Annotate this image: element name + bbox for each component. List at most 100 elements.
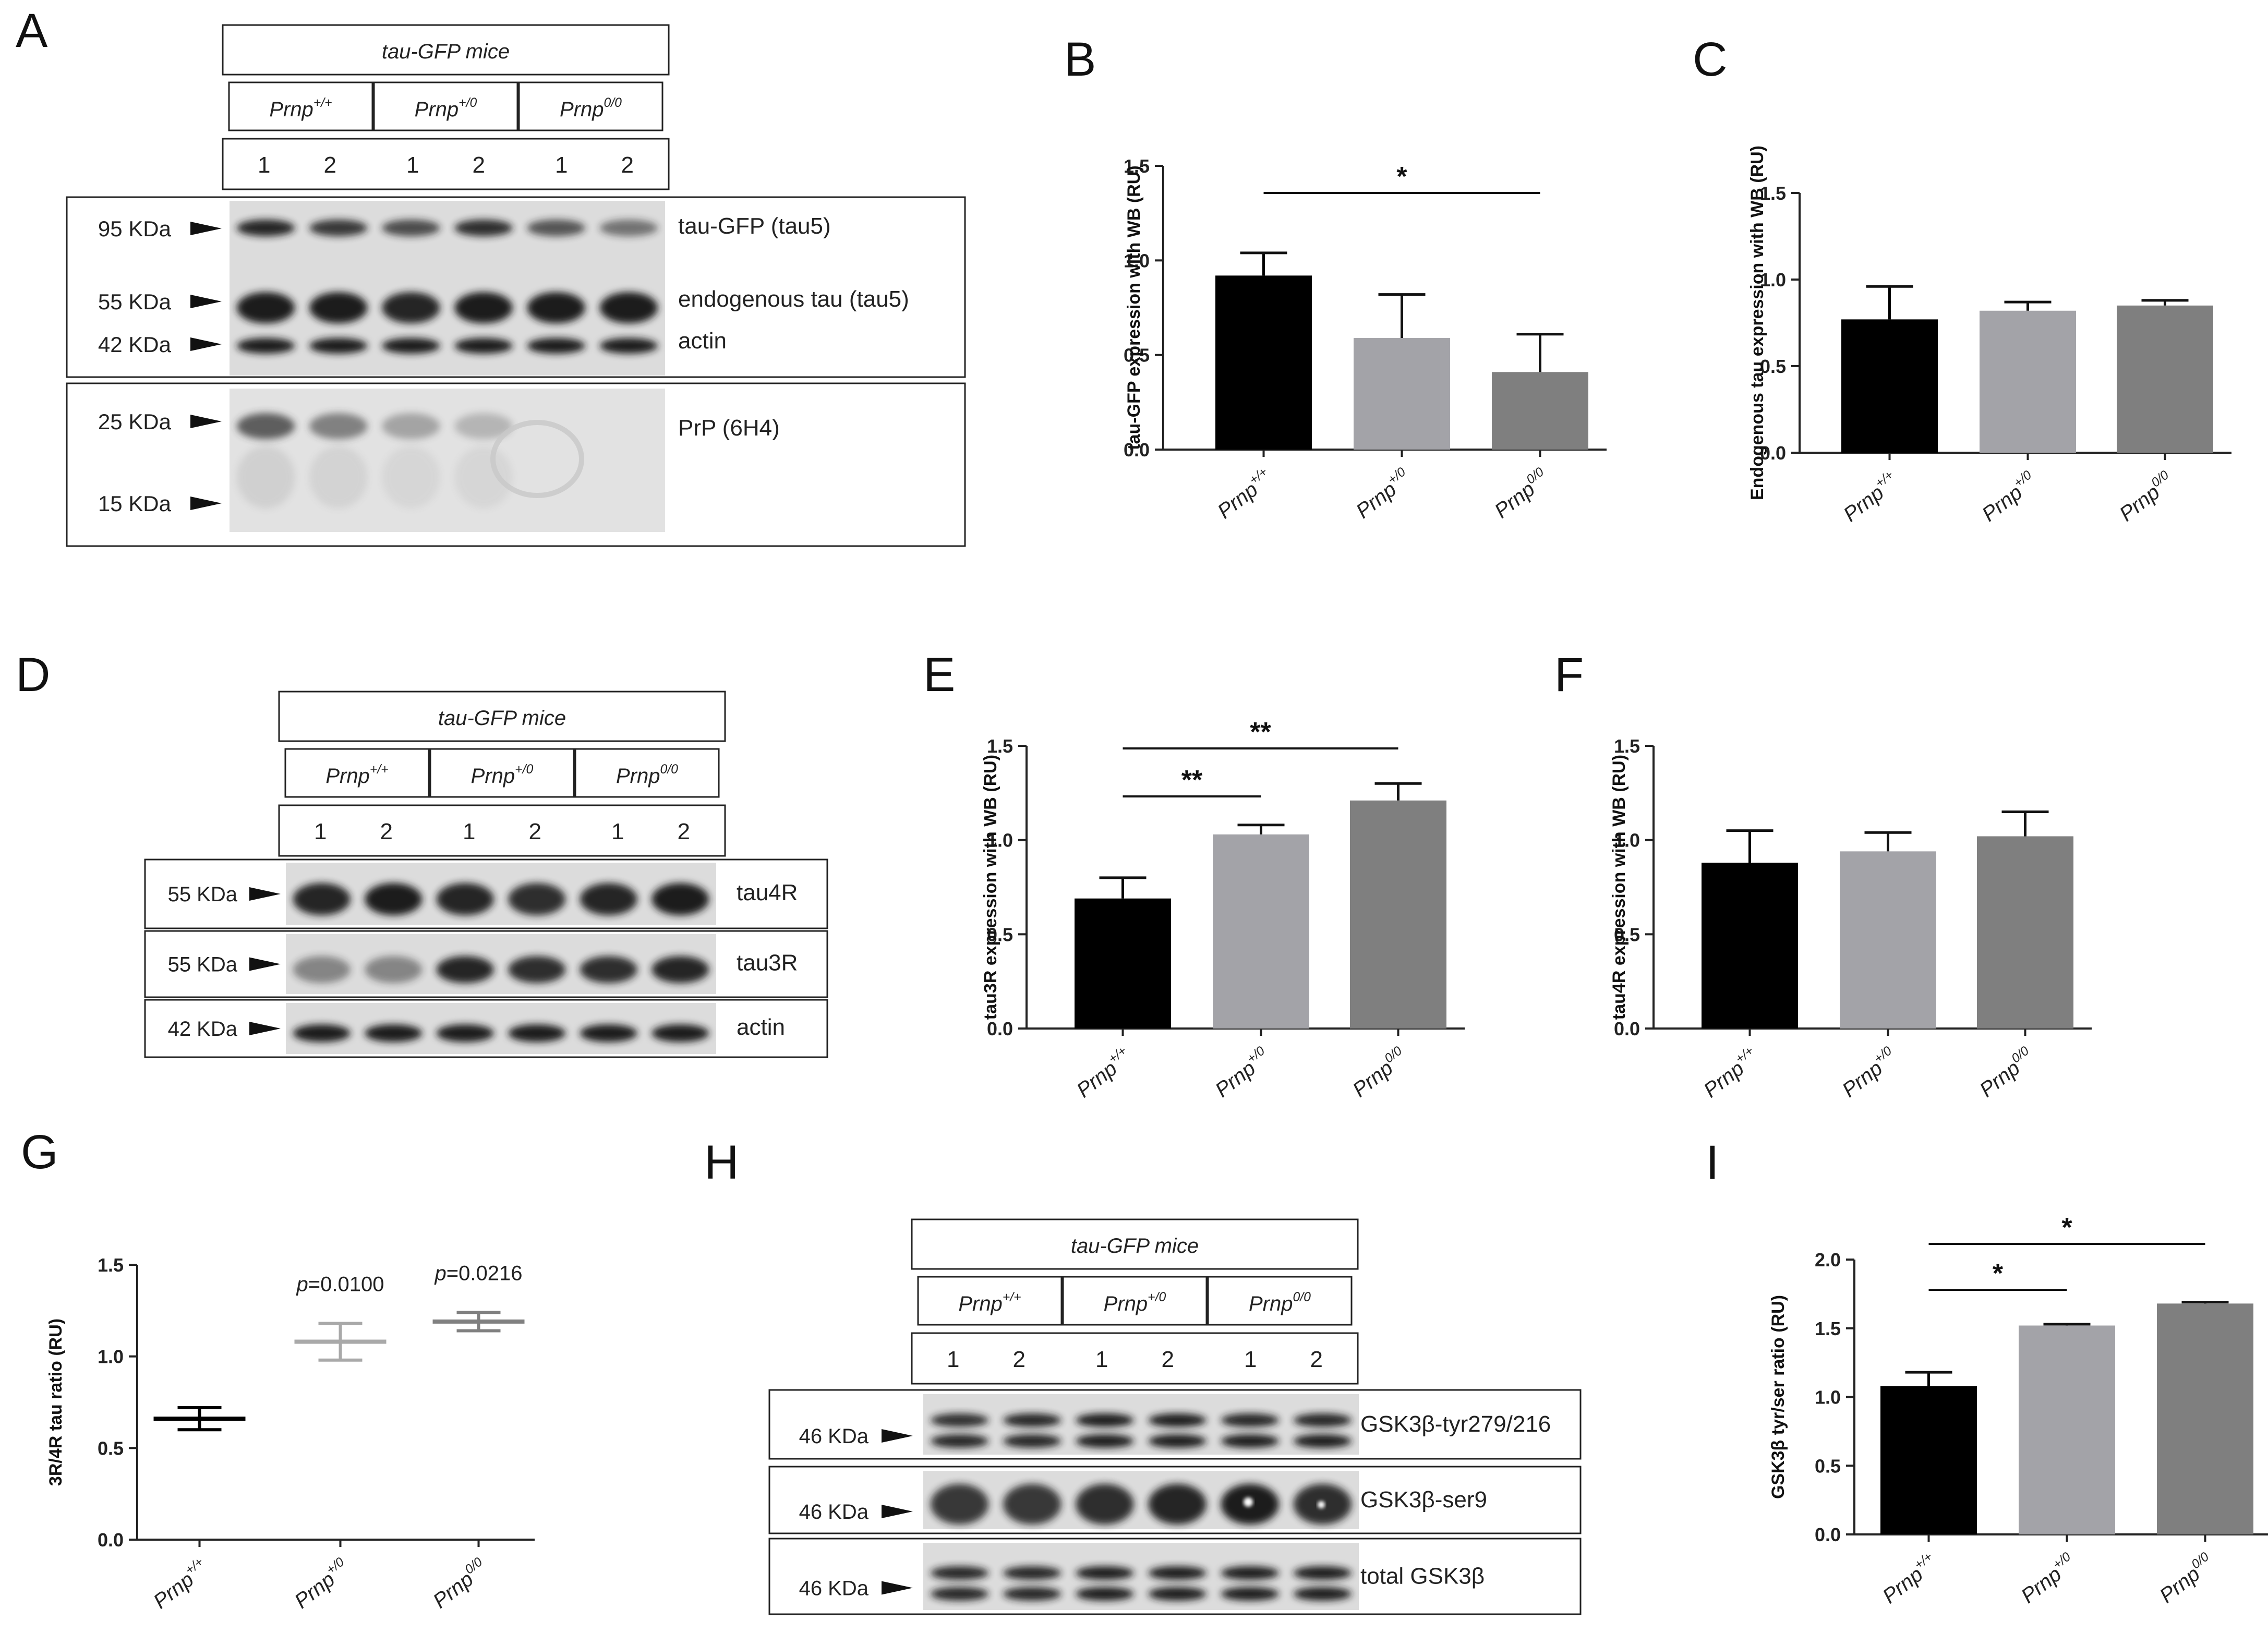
blot-band	[1076, 1484, 1134, 1525]
header-mice-label: tau-GFP mice	[438, 707, 566, 730]
blot-band	[1148, 1484, 1207, 1525]
genotype-label: Prnp+/0	[415, 96, 477, 121]
y-tick-label: 0.0	[1614, 1018, 1640, 1039]
blot-band	[236, 446, 295, 509]
lane-number: 2	[1013, 1347, 1026, 1372]
panel-label-H: H	[704, 1136, 739, 1189]
bar	[1492, 372, 1588, 450]
genotype-label: Prnp0/0	[1974, 1044, 2038, 1102]
marker-label: 42 KDa	[98, 332, 172, 357]
bar	[1841, 319, 1938, 453]
blot-band	[454, 338, 513, 354]
blot-band	[236, 220, 295, 236]
genotype-base: Prnp	[560, 98, 604, 121]
band-label: GSK3β-ser9	[1360, 1487, 1487, 1513]
blot-H-frame	[768, 1466, 1582, 1534]
blot-band	[1003, 1566, 1061, 1580]
p-value: =0.0216	[447, 1262, 523, 1285]
blot-A: 95 KDa 55 KDa 42 KDa tau-GFP (tau5) endogeno…	[66, 196, 966, 547]
header-box-genotype	[1062, 1276, 1208, 1326]
blot-band	[599, 292, 658, 323]
panel-label-D: D	[16, 648, 50, 701]
chart-I: 0.0 0.5 1.0 1.5 2.0 GSK3β tyr/ser ratio (RU) P…	[1768, 1213, 2268, 1608]
significance-label: **	[1250, 717, 1271, 747]
marker-label: 55 KDa	[168, 883, 238, 906]
header-box-lanes	[222, 138, 670, 190]
blot-artifact	[490, 420, 584, 498]
bar	[1840, 851, 1936, 1029]
blot-D-frame	[144, 999, 828, 1058]
genotype-label: Prnp0/0	[2154, 1550, 2218, 1607]
blot-band	[1221, 1587, 1279, 1601]
blot-strip	[230, 201, 665, 376]
blot-band	[293, 883, 351, 915]
marker-label: 55 KDa	[98, 289, 172, 314]
genotype-label: Prnp0/0	[428, 1555, 492, 1613]
y-tick-label: 1.5	[1760, 183, 1786, 204]
bar	[1354, 338, 1450, 450]
genotype-sup: +/0	[515, 763, 533, 777]
blot-strip	[923, 1471, 1359, 1529]
panel-label-E: E	[923, 648, 955, 701]
y-axis-label: tau3R expression with WB (RU)	[981, 755, 1000, 1020]
blot-band	[309, 446, 368, 509]
band-label: endogenous tau (tau5)	[678, 286, 909, 312]
header-box-genotype	[429, 748, 575, 798]
blot-strip	[286, 1003, 716, 1054]
blot-band	[436, 956, 494, 983]
y-tick-label: 1.0	[1760, 269, 1786, 291]
header-box-mice	[278, 691, 726, 742]
blot-D-frame	[144, 858, 828, 929]
y-tick-label: 1.5	[987, 735, 1013, 757]
blot-band	[454, 446, 513, 509]
blot-H: 46 KDa GSK3β-tyr279/216 46 KDa GSK3β-ser9 46…	[768, 1389, 1582, 1615]
blot-band	[508, 956, 566, 983]
blot-band	[236, 292, 295, 323]
blot-band	[580, 883, 637, 915]
genotype-label: Prnp0/0	[1249, 1290, 1311, 1315]
blot-band	[1076, 1566, 1134, 1580]
lane-number: 1	[314, 819, 327, 844]
lane-number: 2	[678, 819, 690, 844]
p-value: =0.0100	[308, 1273, 384, 1296]
band-label: GSK3β-tyr279/216	[1360, 1411, 1551, 1437]
blot-band	[930, 1434, 989, 1448]
header-mice-label: tau-GFP mice	[1071, 1235, 1199, 1257]
arrow-icon	[190, 497, 222, 510]
arrow-icon	[249, 957, 281, 971]
genotype-label: Prnp+/+	[958, 1290, 1021, 1315]
lane-number: 1	[1244, 1347, 1257, 1372]
lane-number: 1	[947, 1347, 959, 1372]
header-box-lanes	[278, 804, 726, 857]
y-tick-label: 1.0	[98, 1346, 124, 1368]
blot-band	[293, 1024, 351, 1042]
genotype-label: Prnp+/0	[1350, 465, 1415, 523]
panel-label-C: C	[1693, 33, 1727, 86]
band-label: PrP (6H4)	[678, 415, 780, 441]
genotype-base: Prnp	[1104, 1292, 1148, 1315]
blot-band	[930, 1566, 989, 1580]
arrow-icon	[190, 295, 222, 308]
significance-label: *	[2061, 1213, 2072, 1243]
marker-label: 46 KDa	[799, 1577, 869, 1600]
header-box-mice	[222, 24, 670, 76]
band-label: actin	[737, 1014, 785, 1040]
header-box-genotype	[518, 81, 663, 131]
blot-band	[508, 1024, 566, 1042]
blot-band	[1293, 1566, 1352, 1580]
genotype-label: Prnp0/0	[1489, 465, 1553, 523]
header-box-mice	[911, 1218, 1359, 1270]
lane-number: 1	[555, 152, 568, 178]
genotype-sup: +/+	[313, 96, 332, 110]
blot-band	[309, 338, 368, 354]
bar	[1213, 834, 1309, 1029]
bar	[1075, 898, 1171, 1029]
genotype-sup: +/+	[370, 763, 389, 777]
blot-band	[1076, 1413, 1134, 1427]
blot-band	[1003, 1413, 1061, 1427]
genotype-base: Prnp	[269, 98, 313, 121]
blot-strip	[230, 389, 665, 532]
y-tick-label: 0.0	[1124, 439, 1150, 461]
